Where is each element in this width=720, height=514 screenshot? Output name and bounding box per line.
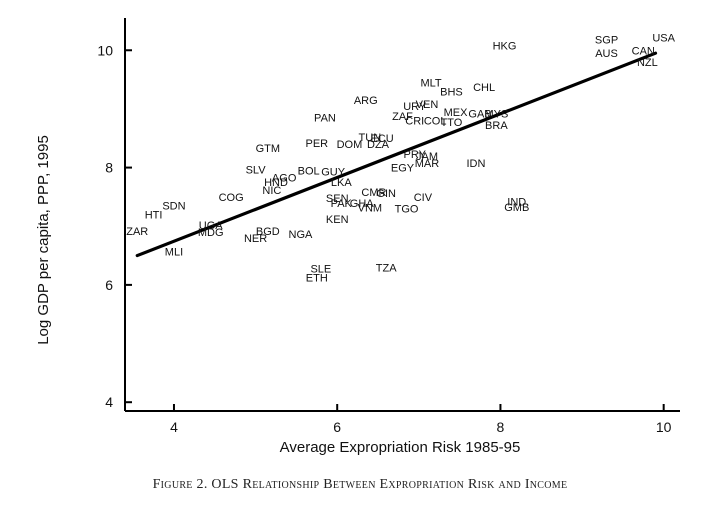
x-tick-label: 10 (656, 419, 672, 435)
point-label-can: CAN (632, 45, 655, 57)
point-label-ner: NER (244, 233, 267, 245)
point-label-per: PER (305, 138, 328, 150)
point-label-guy: GUY (321, 167, 346, 179)
point-label-cri: CRI (405, 116, 424, 128)
point-label-bol: BOL (298, 166, 320, 178)
point-label-mdg: MDG (198, 227, 224, 239)
point-label-usa: USA (652, 32, 675, 44)
point-label-mex: MEX (444, 107, 469, 119)
point-label-mli: MLI (165, 246, 183, 258)
point-label-col: COL (424, 116, 447, 128)
point-label-hti: HTI (145, 210, 163, 222)
point-label-egy: EGY (391, 163, 415, 175)
point-label-sdn: SDN (162, 201, 185, 213)
point-label-tgo: TGO (395, 204, 419, 216)
point-label-mlt: MLT (420, 78, 441, 90)
x-axis-title: Average Expropriation Risk 1985-95 (280, 439, 521, 456)
point-label-nga: NGA (289, 229, 314, 241)
point-label-hnd: HND (264, 177, 288, 189)
point-label-aus: AUS (595, 48, 618, 60)
point-label-gmb: GMB (504, 202, 529, 214)
y-tick-label: 6 (105, 277, 113, 293)
point-label-ind: IND (507, 197, 526, 209)
point-label-ago: AGO (272, 173, 297, 185)
point-label-mar: MAR (415, 158, 440, 170)
y-tick-label: 8 (105, 160, 113, 176)
y-tick-label: 4 (105, 394, 113, 410)
point-label-pry: PRY (404, 149, 427, 161)
point-label-gha: GHA (350, 198, 375, 210)
point-label-ven: VEN (416, 99, 439, 111)
point-label-tto: TTO (441, 117, 463, 129)
point-label-zaf: ZAF (392, 111, 413, 123)
point-label-nic: NIC (262, 185, 281, 197)
x-tick-label: 8 (497, 419, 505, 435)
y-axis-title: Log GDP per capita, PPP, 1995 (35, 135, 52, 345)
point-label-idn: IDN (466, 158, 485, 170)
point-label-gab: GAB (468, 109, 491, 121)
ols-fit-line (135, 51, 658, 258)
point-label-eth: ETH (306, 272, 328, 284)
point-label-bhs: BHS (440, 86, 463, 98)
point-label-dza: DZA (367, 139, 390, 151)
point-label-ury: URY (403, 101, 427, 113)
point-label-nzl: NZL (637, 57, 658, 69)
point-label-gtm: GTM (256, 143, 280, 155)
point-label-bgd: BGD (256, 226, 280, 238)
point-label-gin: GIN (376, 188, 396, 200)
point-label-sen: SEN (326, 193, 349, 205)
point-label-tza: TZA (376, 262, 397, 274)
point-label-arg: ARG (354, 95, 378, 107)
point-label-cog: COG (219, 192, 244, 204)
point-label-hkg: HKG (493, 41, 517, 53)
point-label-ecu: ECU (370, 133, 393, 145)
y-tick-label: 10 (97, 42, 113, 58)
point-label-chl: CHL (473, 82, 495, 94)
figure-caption: Figure 2. OLS Relationship Between Expro… (152, 477, 568, 492)
point-label-sle: SLE (310, 263, 331, 275)
point-label-mys: MYS (484, 109, 508, 121)
regression-line-group (135, 51, 658, 258)
point-label-tun: TUN (359, 132, 382, 144)
point-label-cmr: CMR (361, 187, 386, 199)
point-label-jam: JAM (416, 151, 438, 163)
point-label-civ: CIV (414, 192, 433, 204)
x-tick-label: 6 (333, 419, 341, 435)
point-label-bra: BRA (485, 120, 508, 132)
chart-axes: 4 6 8 10 4 6 8 10 (97, 18, 680, 435)
point-label-vnm: VNM (358, 202, 382, 214)
x-tick-label: 4 (170, 419, 178, 435)
point-label-zar: ZAR (126, 226, 148, 238)
point-label-dom: DOM (337, 139, 363, 151)
point-label-uga: UGA (199, 220, 224, 232)
point-label-sgp: SGP (595, 35, 618, 47)
point-label-slv: SLV (246, 164, 267, 176)
point-label-pan: PAN (314, 113, 336, 125)
point-label-lka: LKA (331, 177, 352, 189)
point-label-ken: KEN (326, 214, 349, 226)
point-label-pak: PAK (331, 198, 353, 210)
